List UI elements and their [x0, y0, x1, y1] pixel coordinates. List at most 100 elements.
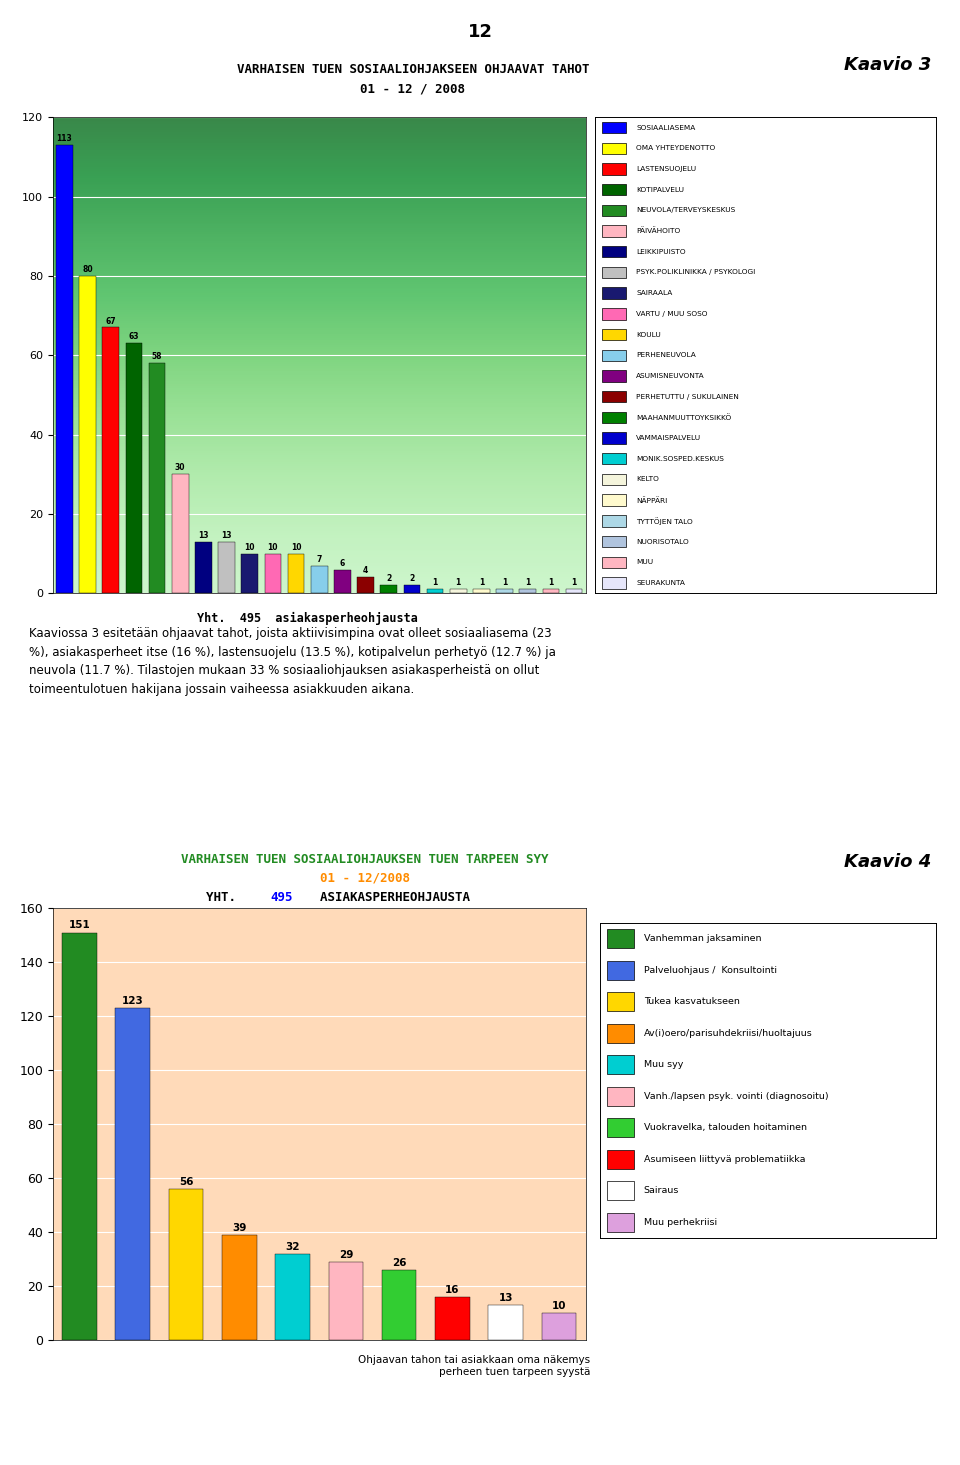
Bar: [602, 412, 626, 423]
Text: ASIAKASPERHEOHJAUSTA: ASIAKASPERHEOHJAUSTA: [305, 891, 470, 904]
Text: TYTTÖJEN TALO: TYTTÖJEN TALO: [636, 517, 693, 524]
Bar: [607, 1181, 634, 1200]
Text: 58: 58: [152, 352, 162, 362]
Bar: [62, 933, 97, 1340]
Text: KOTIPALVELU: KOTIPALVELU: [636, 186, 684, 193]
Text: SEURAKUNTA: SEURAKUNTA: [636, 580, 685, 586]
Text: Muu syy: Muu syy: [643, 1061, 684, 1069]
Bar: [602, 516, 626, 526]
Text: 151: 151: [68, 920, 90, 930]
Text: VARHAISEN TUEN SOSIAALIOHJAKSEEN OHJAAVAT TAHOT: VARHAISEN TUEN SOSIAALIOHJAKSEEN OHJAAVA…: [236, 63, 589, 76]
Text: 1: 1: [548, 579, 554, 587]
Bar: [426, 589, 444, 593]
Bar: [602, 205, 626, 215]
Text: 495: 495: [271, 891, 293, 904]
Bar: [103, 328, 119, 593]
Bar: [602, 246, 626, 258]
Text: Av(i)oero/parisuhdekriisi/huoltajuus: Av(i)oero/parisuhdekriisi/huoltajuus: [643, 1028, 812, 1037]
Text: 7: 7: [317, 555, 322, 564]
Text: 13: 13: [198, 530, 208, 539]
Bar: [602, 287, 626, 299]
Text: 1: 1: [571, 579, 577, 587]
Bar: [288, 554, 304, 593]
Text: 1: 1: [479, 579, 484, 587]
Text: 4: 4: [363, 567, 368, 576]
Bar: [607, 992, 634, 1011]
Bar: [218, 542, 235, 593]
Bar: [382, 1270, 417, 1340]
Text: 123: 123: [122, 996, 144, 1006]
Bar: [602, 122, 626, 133]
Bar: [450, 589, 467, 593]
Bar: [126, 343, 142, 593]
Bar: [602, 495, 626, 505]
Text: SOSIAALIASEMA: SOSIAALIASEMA: [636, 125, 695, 130]
Text: YHT.: YHT.: [206, 891, 252, 904]
Text: PSYK.POLIKLINIKKA / PSYKOLOGI: PSYK.POLIKLINIKKA / PSYKOLOGI: [636, 270, 756, 275]
Bar: [222, 1235, 256, 1340]
Text: KOULU: KOULU: [636, 331, 660, 337]
Bar: [602, 185, 626, 195]
Text: NÄPPÄRI: NÄPPÄRI: [636, 497, 667, 504]
Text: PERHETUTTU / SUKULAINEN: PERHETUTTU / SUKULAINEN: [636, 394, 739, 400]
Bar: [565, 589, 583, 593]
Text: MONIK.SOSPED.KESKUS: MONIK.SOSPED.KESKUS: [636, 456, 724, 461]
Text: 32: 32: [285, 1242, 300, 1253]
Bar: [602, 371, 626, 382]
Bar: [357, 577, 373, 593]
Bar: [602, 453, 626, 464]
Bar: [276, 1254, 310, 1340]
Text: Sairaus: Sairaus: [643, 1187, 679, 1195]
Text: 1: 1: [525, 579, 530, 587]
Bar: [265, 554, 281, 593]
Text: Palveluohjaus /  Konsultointi: Palveluohjaus / Konsultointi: [643, 965, 777, 974]
Bar: [195, 542, 212, 593]
Text: 56: 56: [179, 1176, 193, 1187]
Bar: [602, 308, 626, 319]
Text: 67: 67: [106, 316, 116, 325]
Bar: [56, 145, 73, 593]
Bar: [149, 363, 165, 593]
Bar: [435, 1298, 469, 1340]
Bar: [380, 586, 397, 593]
Text: Ohjaavan tahon tai asiakkaan oma näkemys
perheen tuen tarpeen syystä: Ohjaavan tahon tai asiakkaan oma näkemys…: [358, 1355, 590, 1377]
Text: LEIKKIPUISTO: LEIKKIPUISTO: [636, 249, 685, 255]
Bar: [311, 565, 327, 593]
Text: 12: 12: [468, 23, 492, 41]
Text: Kaaviossa 3 esitetään ohjaavat tahot, joista aktiivisimpina ovat olleet sosiaali: Kaaviossa 3 esitetään ohjaavat tahot, jo…: [29, 627, 556, 696]
Text: LASTENSUOJELU: LASTENSUOJELU: [636, 166, 696, 171]
Text: NEUVOLA/TERVEYSKESKUS: NEUVOLA/TERVEYSKESKUS: [636, 208, 735, 214]
Text: Kaavio 4: Kaavio 4: [844, 853, 931, 870]
Bar: [607, 1150, 634, 1169]
Bar: [602, 350, 626, 360]
Text: 1: 1: [502, 579, 507, 587]
Bar: [607, 1024, 634, 1043]
Bar: [602, 391, 626, 403]
Text: PERHENEUVOLA: PERHENEUVOLA: [636, 352, 696, 359]
Bar: [489, 1305, 523, 1340]
Text: Vanh./lapsen psyk. vointi (diagnosoitu): Vanh./lapsen psyk. vointi (diagnosoitu): [643, 1091, 828, 1100]
Text: Yht.  495  asiakasperheohjausta: Yht. 495 asiakasperheohjausta: [197, 612, 418, 626]
Text: 16: 16: [445, 1285, 460, 1295]
Bar: [602, 557, 626, 568]
Bar: [473, 589, 490, 593]
Text: 13: 13: [498, 1294, 513, 1304]
Text: 113: 113: [57, 133, 72, 144]
Text: 10: 10: [552, 1301, 566, 1311]
Bar: [172, 475, 188, 593]
Text: Asumiseen liittyvä problematiikka: Asumiseen liittyvä problematiikka: [643, 1154, 805, 1163]
Text: 1: 1: [456, 579, 461, 587]
Bar: [607, 1213, 634, 1232]
Bar: [607, 929, 634, 948]
Bar: [403, 586, 420, 593]
Bar: [519, 589, 536, 593]
Text: ASUMISNEUVONTA: ASUMISNEUVONTA: [636, 374, 705, 379]
Bar: [607, 1055, 634, 1074]
Text: VAMMAISPALVELU: VAMMAISPALVELU: [636, 435, 701, 441]
Text: VARHAISEN TUEN SOSIAALIOHJAUKSEN TUEN TARPEEN SYY: VARHAISEN TUEN SOSIAALIOHJAUKSEN TUEN TA…: [181, 853, 548, 866]
Text: MAAHANMUUTTOYKSIKKÖ: MAAHANMUUTTOYKSIKKÖ: [636, 415, 732, 420]
Text: 63: 63: [129, 333, 139, 341]
Text: VARTU / MUU SOSO: VARTU / MUU SOSO: [636, 311, 708, 316]
Bar: [607, 961, 634, 980]
Bar: [241, 554, 258, 593]
